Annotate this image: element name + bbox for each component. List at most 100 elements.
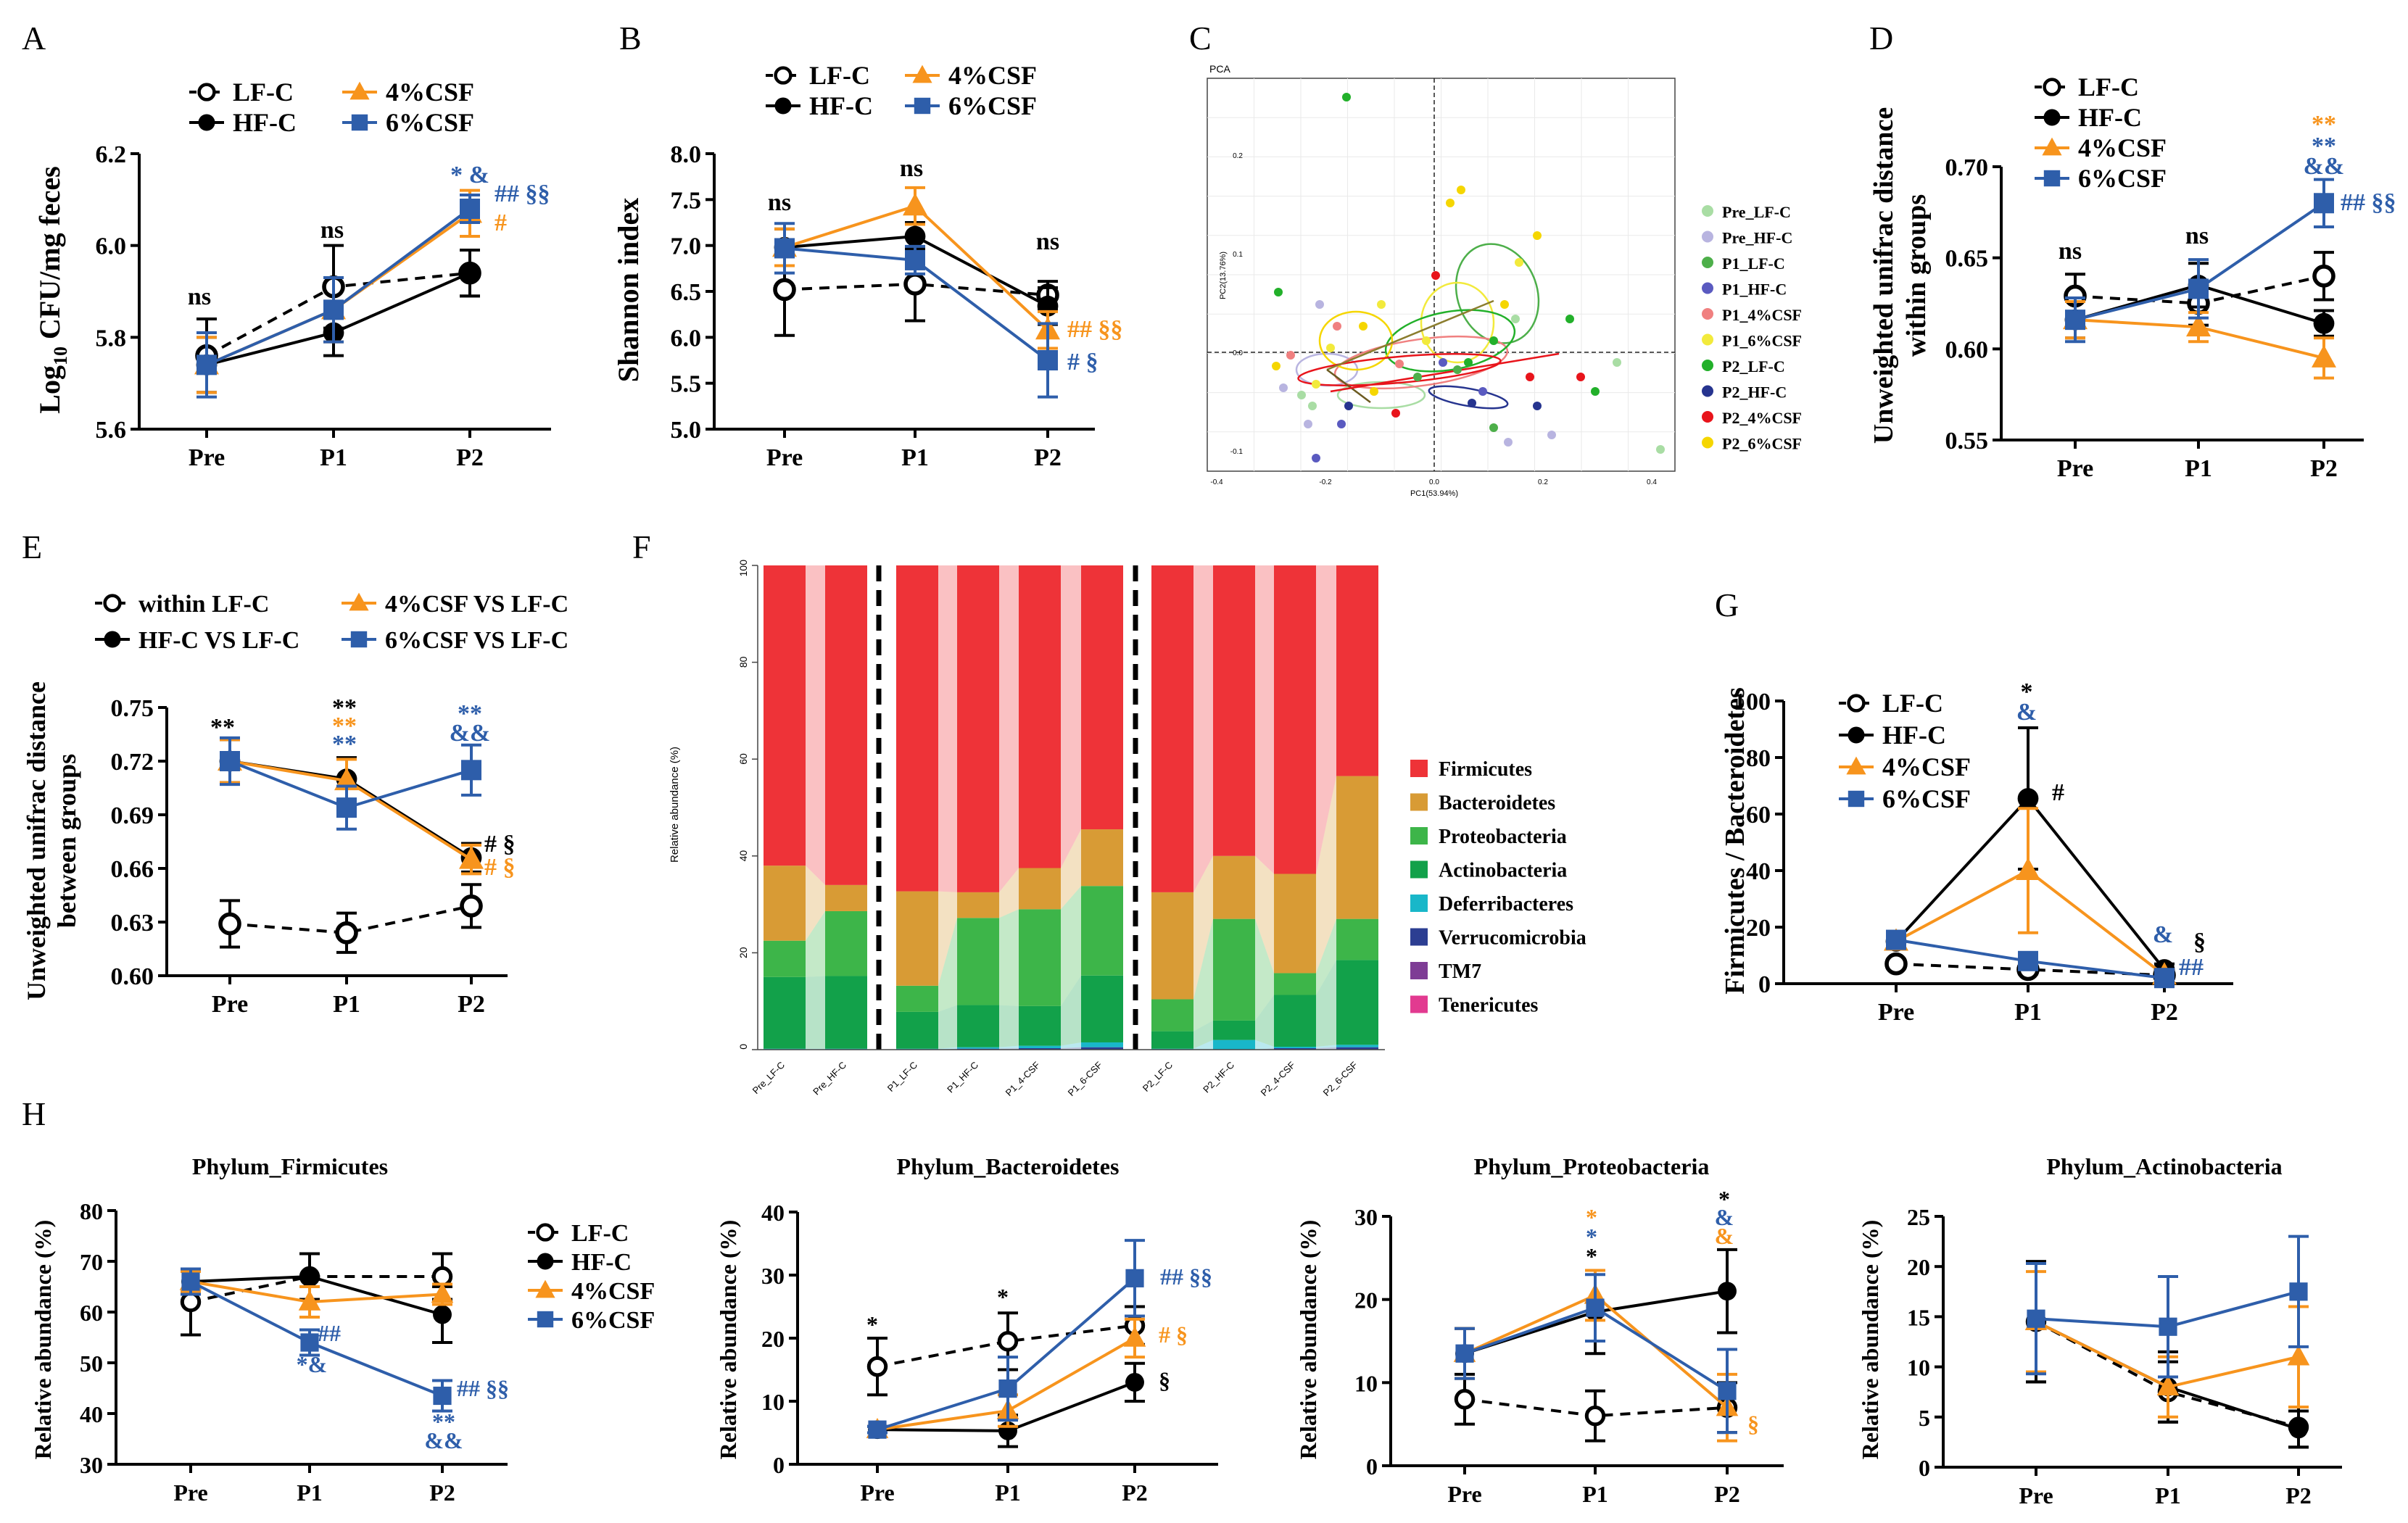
- data-point-lfc: [460, 895, 483, 918]
- y-tick-label: 0.70: [1945, 154, 1989, 181]
- legend-label-firmicutes: Firmicutes: [1439, 758, 1532, 781]
- stack-connector: [938, 891, 957, 986]
- data-point-csf6: [196, 354, 217, 375]
- pca-sample-point: [1515, 258, 1523, 267]
- x-tick-label: P2: [1714, 1481, 1740, 1507]
- bar-segment-firmicutes: [764, 565, 806, 866]
- annotation-hash-p2: ##: [2179, 954, 2204, 981]
- bar-segment-actinobacteria: [1019, 1005, 1061, 1046]
- bar-segment-proteobacteria: [1213, 918, 1255, 1021]
- y-tick-label: 6.0: [96, 233, 127, 260]
- data-point-csf4: [903, 193, 927, 216]
- pca-y-tick: 0.0: [1233, 349, 1243, 357]
- x-tick-label: P2: [2285, 1482, 2312, 1509]
- data-point-hfc: [2313, 312, 2335, 334]
- pca-group-ellipse: [1420, 281, 1495, 364]
- bar-segment-bacteroidetes: [1019, 868, 1061, 910]
- stack-connector: [1193, 918, 1213, 1032]
- x-tick-label: P1: [2155, 1482, 2181, 1509]
- bar-segment-firmicutes: [825, 565, 867, 885]
- legend-label-hfc: HF-C: [1882, 721, 1946, 750]
- bar-segment-deferribacteres: [1213, 1039, 1255, 1050]
- pca-sample-point: [1468, 399, 1476, 407]
- pca-sample-point: [1565, 315, 1574, 323]
- stack-connector: [1061, 1042, 1081, 1048]
- data-point-csf4: [2156, 1375, 2180, 1395]
- data-point-csf6: [1455, 1344, 1474, 1363]
- y-tick-label: 10: [1907, 1355, 1930, 1381]
- y-axis-label: Relative abundance (%): [669, 747, 681, 863]
- bar-segment-deferribacteres: [1336, 1045, 1378, 1047]
- y-tick-label: 0: [1758, 971, 1771, 998]
- annotation-hash-orange: ## §§: [1067, 316, 1123, 343]
- pca-legend-marker: [1702, 308, 1713, 320]
- y-tick-label: 5: [1919, 1405, 1930, 1431]
- y-tick-label: 40: [761, 1200, 785, 1226]
- bar-segment-proteobacteria: [1019, 909, 1061, 1006]
- pca-sample-point: [1500, 300, 1509, 309]
- pca-legend-marker: [1702, 205, 1713, 217]
- x-tick-label: Pre: [766, 444, 803, 471]
- series-line-lfc: [1895, 962, 2165, 977]
- annotation-star-pre: *: [866, 1311, 878, 1337]
- subplot-phylum-firmicutes: 30 40 50 60 70 80 Pre P1 P2 Phylum_Firmicutes Rela…: [30, 1153, 509, 1506]
- annotation-ns-p1: ns: [2185, 223, 2209, 249]
- pca-sample-point: [1370, 387, 1378, 396]
- annotation-hash-black: # §: [484, 831, 516, 858]
- data-point-csf4: [431, 1282, 454, 1303]
- y-tick-label: 20: [737, 947, 749, 958]
- stack-connector: [999, 909, 1019, 1006]
- stack-connector: [1255, 1039, 1274, 1050]
- pca-legend-label: P1_4%CSF: [1722, 306, 1802, 324]
- pca-sample-point: [1533, 231, 1542, 240]
- data-point-csf4: [334, 768, 359, 791]
- bar-segment-proteobacteria: [764, 940, 806, 977]
- y-axis-label-sub: 10: [50, 346, 71, 365]
- data-point-csf6: [2159, 1317, 2177, 1336]
- stack-connector: [1193, 855, 1213, 1000]
- pca-legend-marker: [1702, 385, 1713, 397]
- y-tick-label: 0: [737, 1044, 749, 1050]
- legend-marker-hfc: [774, 97, 792, 115]
- pca-legend-marker: [1702, 231, 1713, 243]
- legend-label-csf6: 6%CSF: [571, 1307, 655, 1334]
- legend-label-actinobacteria: Actinobacteria: [1439, 860, 1567, 882]
- panel-label-a: A: [22, 20, 46, 57]
- data-point-csf6: [433, 1386, 452, 1406]
- subplot-title: Phylum_Proteobacteria: [1474, 1153, 1710, 1179]
- bar-segment-proteobacteria: [1336, 918, 1378, 960]
- y-tick-label: 70: [80, 1249, 103, 1275]
- pca-sample-point: [1312, 454, 1320, 462]
- legend-label-csf6: 6%CSF: [1882, 784, 1971, 813]
- legend-label-lfc: LF-C: [233, 78, 294, 107]
- annotation-star-p1: *&: [297, 1351, 328, 1377]
- stack-connector: [938, 1047, 957, 1050]
- pca-sample-point: [1478, 387, 1487, 396]
- annotation-ns-pre: ns: [2059, 238, 2082, 265]
- legend-marker-hfc: [537, 1253, 554, 1270]
- data-point-csf6: [460, 199, 480, 219]
- pca-sample-point: [1342, 93, 1351, 101]
- pca-sample-point: [1457, 186, 1465, 194]
- legend-marker-lfc: [197, 83, 216, 101]
- legend-label-hfc: HF-C VS LF-C: [138, 627, 299, 654]
- y-tick-label: 6.0: [671, 325, 702, 352]
- legend-marker-csf4: [1846, 756, 1866, 775]
- pca-sample-point: [1359, 322, 1368, 331]
- pca-sample-point: [1526, 373, 1534, 381]
- x-tick-label: P1: [995, 1480, 1021, 1506]
- pca-sample-point: [1591, 387, 1600, 396]
- y-tick-label: 50: [80, 1350, 103, 1377]
- y-tick-label: 10: [1354, 1370, 1378, 1396]
- data-point-hfc: [2017, 788, 2039, 809]
- pca-sample-point: [1533, 402, 1542, 410]
- legend-label-tm7: TM7: [1439, 960, 1481, 983]
- stack-connector: [938, 1005, 957, 1049]
- stack-connector: [1316, 776, 1336, 974]
- annotation-star-p1: *: [2021, 678, 2033, 705]
- data-point-csf6: [2065, 310, 2085, 331]
- pca-sample-point: [1391, 409, 1400, 418]
- pca-sample-point: [1297, 391, 1306, 399]
